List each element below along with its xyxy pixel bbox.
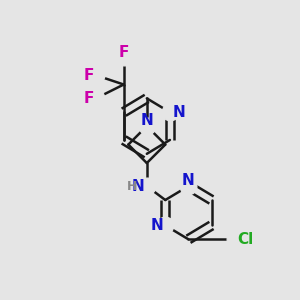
Text: N: N bbox=[172, 105, 185, 120]
Text: F: F bbox=[83, 68, 94, 83]
Text: N: N bbox=[140, 113, 153, 128]
Text: H: H bbox=[127, 180, 138, 193]
Text: N: N bbox=[132, 178, 145, 194]
Text: N: N bbox=[182, 173, 195, 188]
Text: N: N bbox=[150, 218, 163, 233]
Text: F: F bbox=[118, 45, 129, 60]
Text: F: F bbox=[83, 91, 94, 106]
Text: Cl: Cl bbox=[237, 232, 253, 247]
